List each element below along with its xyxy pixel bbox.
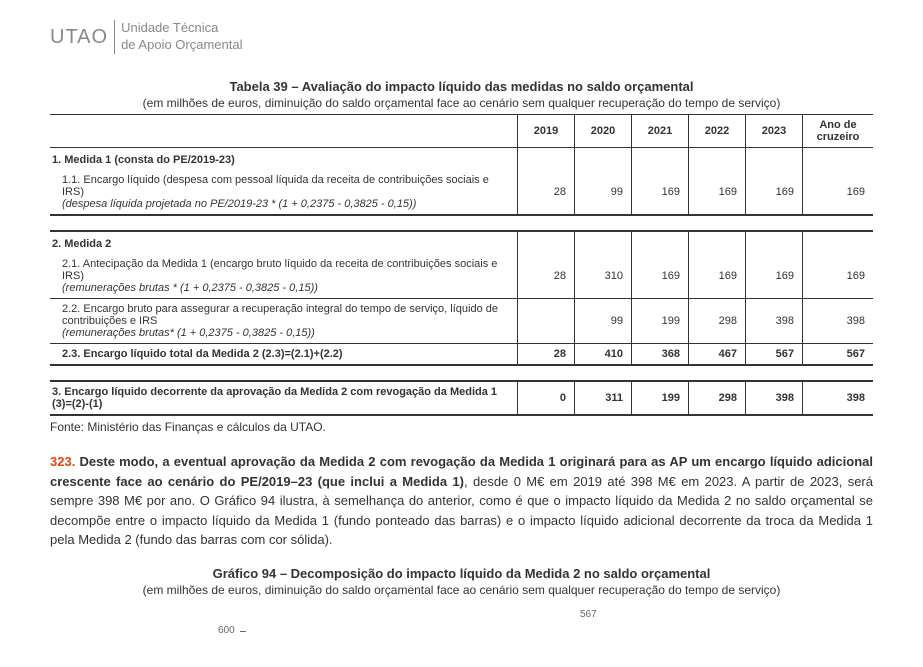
logo-full: Unidade Técnica de Apoio Orçamental: [121, 20, 242, 54]
chart-subtitle: (em milhões de euros, diminuição do sald…: [50, 583, 873, 597]
chart-val-567: 567: [580, 609, 597, 620]
logo-line2: de Apoio Orçamental: [121, 37, 242, 52]
th-2023: 2023: [746, 115, 803, 148]
row-2-1: 2.1. Antecipação da Medida 1 (encargo br…: [50, 254, 873, 299]
cell: 28: [518, 254, 575, 299]
logo-line1: Unidade Técnica: [121, 20, 218, 35]
logo-header: UTAO Unidade Técnica de Apoio Orçamental: [50, 20, 873, 54]
cell: 169: [689, 254, 746, 299]
paragraph-323: 323. Deste modo, a eventual aprovação da…: [50, 452, 873, 550]
group1-title-row: 1. Medida 1 (consta do PE/2019-23): [50, 148, 873, 171]
chart-y-600: 600: [218, 625, 235, 636]
cell: 169: [746, 254, 803, 299]
para-num: 323.: [50, 454, 75, 469]
cell: 398: [746, 381, 803, 415]
row-2-3: 2.3. Encargo líquido total da Medida 2 (…: [50, 344, 873, 366]
group2-title: 2. Medida 2: [50, 231, 518, 254]
cell: 169: [746, 170, 803, 215]
row-1-1-desc: 1.1. Encargo líquido (despesa com pessoa…: [50, 170, 518, 215]
row-1-1: 1.1. Encargo líquido (despesa com pessoa…: [50, 170, 873, 215]
row-2-3-desc: 2.3. Encargo líquido total da Medida 2 (…: [50, 344, 518, 366]
th-cruzeiro: Ano de cruzeiro: [803, 115, 874, 148]
cell: 298: [689, 299, 746, 344]
impact-table: 2019 2020 2021 2022 2023 Ano de cruzeiro…: [50, 114, 873, 416]
th-2019: 2019: [518, 115, 575, 148]
cell: 398: [803, 381, 874, 415]
cell: 567: [803, 344, 874, 366]
cell: 311: [575, 381, 632, 415]
table-source: Fonte: Ministério das Finanças e cálculo…: [50, 420, 873, 434]
cell: 169: [803, 170, 874, 215]
th-2020: 2020: [575, 115, 632, 148]
cell: 169: [689, 170, 746, 215]
cell: 0: [518, 381, 575, 415]
row-3: 3. Encargo líquido decorrente da aprovaç…: [50, 381, 873, 415]
cell: 169: [632, 254, 689, 299]
row-2-2: 2.2. Encargo bruto para assegurar a recu…: [50, 299, 873, 344]
cell: 567: [746, 344, 803, 366]
cell: 467: [689, 344, 746, 366]
group2-title-row: 2. Medida 2: [50, 231, 873, 254]
chart-area: 600 567: [50, 607, 873, 647]
table-header-row: 2019 2020 2021 2022 2023 Ano de cruzeiro: [50, 115, 873, 148]
cell: 28: [518, 170, 575, 215]
cell: 368: [632, 344, 689, 366]
spacer-row: [50, 365, 873, 381]
table-subtitle: (em milhões de euros, diminuição do sald…: [50, 96, 873, 110]
row-3-desc: 3. Encargo líquido decorrente da aprovaç…: [50, 381, 518, 415]
cell: 199: [632, 381, 689, 415]
table-title: Tabela 39 – Avaliação do impacto líquido…: [50, 79, 873, 94]
cell: 169: [632, 170, 689, 215]
cell: 310: [575, 254, 632, 299]
group1-title: 1. Medida 1 (consta do PE/2019-23): [50, 148, 518, 171]
cell: 99: [575, 299, 632, 344]
row-2-2-desc: 2.2. Encargo bruto para assegurar a recu…: [50, 299, 518, 344]
th-2022: 2022: [689, 115, 746, 148]
logo-divider: [114, 20, 115, 54]
cell: 99: [575, 170, 632, 215]
cell: 398: [746, 299, 803, 344]
cell: 410: [575, 344, 632, 366]
th-blank: [50, 115, 518, 148]
cell: 298: [689, 381, 746, 415]
logo-abbr: UTAO: [50, 26, 114, 49]
cell: 199: [632, 299, 689, 344]
chart-tick: [240, 631, 246, 632]
chart-title: Gráfico 94 – Decomposição do impacto líq…: [50, 566, 873, 581]
spacer-row: [50, 215, 873, 231]
cell: 28: [518, 344, 575, 366]
cell: [518, 299, 575, 344]
th-2021: 2021: [632, 115, 689, 148]
row-2-1-desc: 2.1. Antecipação da Medida 1 (encargo br…: [50, 254, 518, 299]
cell: 169: [803, 254, 874, 299]
cell: 398: [803, 299, 874, 344]
